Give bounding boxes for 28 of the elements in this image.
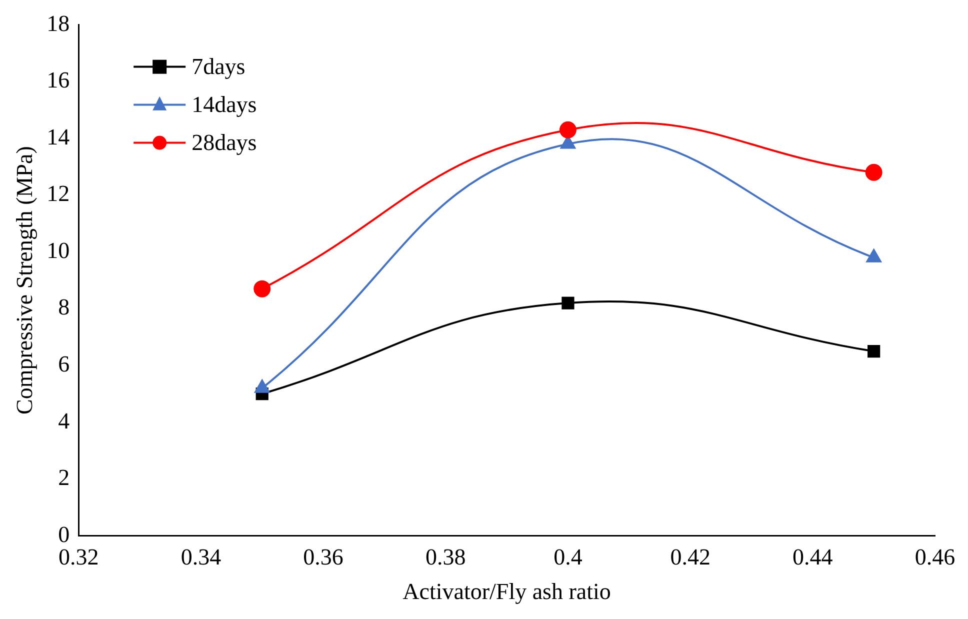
legend-label: 28days	[192, 130, 257, 155]
y-axis-title: Compressive Strength (MPa)	[12, 146, 37, 414]
point	[562, 296, 574, 310]
y-tick-label: 0	[58, 522, 70, 547]
point	[868, 344, 880, 358]
point	[559, 121, 576, 138]
legend-label: 7days	[192, 54, 246, 79]
x-tick-label: 0.44	[792, 544, 834, 570]
y-tick-label: 2	[58, 465, 70, 490]
x-tick-label: 0.34	[180, 544, 222, 570]
x-axis-title: Activator/Fly ash ratio	[402, 579, 611, 604]
y-tick-label: 10	[46, 238, 70, 263]
legend-label: 14days	[192, 92, 257, 117]
y-tick-label: 12	[46, 181, 70, 206]
y-tick-label: 16	[46, 68, 70, 93]
y-tick-label: 18	[46, 10, 70, 36]
x-tick-label: 0.46	[914, 544, 956, 570]
x-tick-label: 0.42	[670, 544, 710, 570]
x-tick-label: 0.38	[426, 544, 466, 570]
y-tick-label: 4	[58, 408, 70, 434]
y-tick-label: 14	[46, 124, 70, 150]
point	[865, 164, 882, 181]
y-tick-label: 8	[58, 294, 70, 320]
x-tick-label: 0.36	[303, 544, 344, 570]
y-tick-label: 6	[58, 352, 70, 377]
point	[254, 280, 271, 298]
x-tick-label: 0.4	[554, 544, 583, 570]
x-tick-label: 0.32	[58, 544, 99, 570]
